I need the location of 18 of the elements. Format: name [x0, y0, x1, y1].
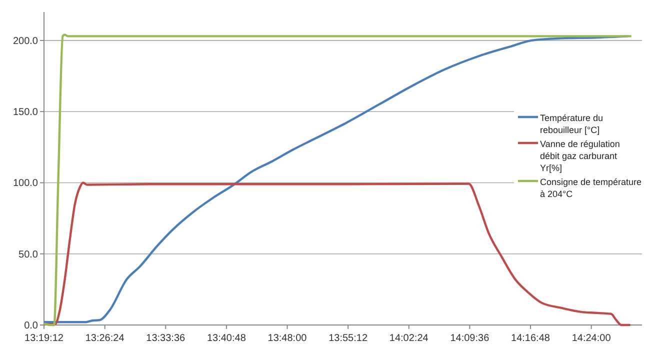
x-tick-label: 13:26:24	[85, 333, 125, 344]
y-tick-label: 0.0	[24, 320, 38, 332]
x-tick-label: 13:40:48	[206, 333, 246, 344]
x-tick-label: 14:02:24	[389, 333, 429, 344]
x-tick-label: 13:33:36	[146, 333, 186, 344]
x-tick-label: 13:55:12	[328, 333, 368, 344]
y-tick-label: 150.0	[12, 107, 38, 118]
y-tick-label: 200.0	[12, 36, 38, 47]
y-tick-label: 50.0	[18, 249, 38, 260]
x-tick-label: 14:09:36	[450, 333, 490, 344]
legend-label: Température du rebouilleur [°C]	[540, 113, 604, 135]
legend-label: Vanne de régulation débit gaz carburant Yr[%]	[540, 139, 620, 173]
x-tick-label: 13:19:12	[24, 333, 64, 344]
x-tick-label: 13:48:00	[268, 333, 308, 344]
legend-label: Consigne de température à 204°C	[540, 177, 642, 199]
y-tick-label: 100.0	[12, 178, 38, 190]
x-tick-label: 14:16:48	[511, 333, 550, 344]
x-tick-label: 14:24:00	[572, 333, 612, 344]
